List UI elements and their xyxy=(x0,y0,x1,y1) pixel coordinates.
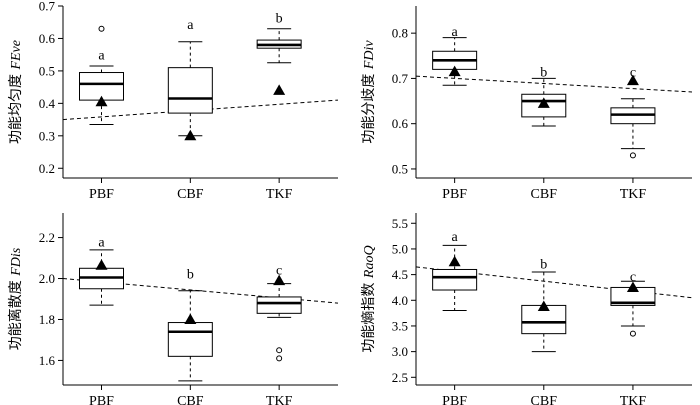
box-CBF: b xyxy=(167,267,213,382)
y-axis-label-cn: 功能熵指数 xyxy=(361,278,377,352)
iqr-box xyxy=(432,268,478,291)
iqr-box xyxy=(167,67,213,114)
y-axis-label: 功能熵指数 RaoQ xyxy=(361,245,377,352)
mean-marker xyxy=(537,97,550,108)
mean-marker xyxy=(626,281,639,292)
box-TKF: c xyxy=(610,66,656,159)
y-tick-label: 5.0 xyxy=(392,241,408,256)
chart-panel-0: 0.2 0.3 0.4 0.5 0.6 0.7 PBF CBF TKF 功能均匀度 FEve a a b xyxy=(8,0,339,202)
y-axis-label-en: RaoQ xyxy=(362,245,377,279)
box-PBF: a xyxy=(79,25,124,125)
mean-marker xyxy=(273,274,286,286)
y-tick-label: 1.8 xyxy=(39,312,55,327)
y-tick-label: 2.0 xyxy=(39,271,55,286)
significance-letter: b xyxy=(276,11,283,26)
mean-marker xyxy=(184,129,197,141)
significance-letter: a xyxy=(98,236,105,251)
x-tick-label: TKF xyxy=(266,394,293,405)
y-tick-label: 0.5 xyxy=(392,161,408,176)
x-tick-label: CBF xyxy=(531,394,558,405)
y-tick-label: 1.6 xyxy=(39,353,56,368)
x-tick-label: TKF xyxy=(266,187,293,202)
x-tick-label: TKF xyxy=(620,187,647,202)
x-tick-label: PBF xyxy=(89,394,114,405)
chart-panel-3: 2.5 3.0 3.5 4.0 4.5 5.0 5.5 PBF CBF TKF 功能熵指数 RaoQ… xyxy=(361,213,693,405)
iqr-box xyxy=(256,296,302,314)
significance-letter: b xyxy=(187,267,194,282)
box-CBF: b xyxy=(521,257,567,353)
y-tick-label: 4.5 xyxy=(392,267,408,282)
significance-letter: b xyxy=(540,66,547,81)
y-axis-label: 功能均匀度 FEve xyxy=(8,40,24,144)
y-tick-label: 0.3 xyxy=(39,128,55,143)
mean-marker xyxy=(273,84,286,95)
y-axis-label-en: FEve xyxy=(9,40,24,71)
significance-letter: a xyxy=(452,25,459,40)
mean-marker xyxy=(184,313,197,324)
mean-marker xyxy=(95,259,108,270)
y-tick-label: 0.6 xyxy=(39,31,56,46)
x-tick-label: PBF xyxy=(442,187,467,202)
y-tick-label: 3.5 xyxy=(392,318,408,333)
x-tick-label: CBF xyxy=(177,187,204,202)
outlier-point xyxy=(276,347,283,354)
x-tick-label: TKF xyxy=(620,394,647,405)
y-tick-label: 0.6 xyxy=(392,116,409,131)
box-PBF: a xyxy=(79,236,124,306)
y-tick-label: 0.7 xyxy=(39,0,56,14)
y-tick-label: 4.0 xyxy=(392,293,408,308)
y-tick-label: 0.4 xyxy=(39,96,56,111)
y-axis-label-cn: 功能离散度 xyxy=(7,276,24,350)
outlier-point xyxy=(629,152,636,159)
y-axis-label: 功能分歧度 FDiv xyxy=(361,40,377,144)
y-tick-label: 2.2 xyxy=(39,230,55,245)
box-PBF: a xyxy=(432,25,478,86)
box-CBF: a xyxy=(167,18,213,141)
chart-panel-1: 0.5 0.6 0.7 0.8 PBF CBF TKF 功能分歧度 FDiv a b c xyxy=(361,6,693,202)
box-PBF: a xyxy=(432,230,478,312)
outlier-point xyxy=(98,25,105,32)
y-axis-label-cn: 功能分歧度 xyxy=(361,69,377,143)
x-tick-label: CBF xyxy=(177,394,204,405)
box-TKF: c xyxy=(256,263,302,362)
trend-line xyxy=(62,99,339,121)
significance-letter: a xyxy=(452,230,459,245)
iqr-box xyxy=(79,72,124,101)
x-tick-label: PBF xyxy=(442,394,467,405)
outlier-point xyxy=(629,330,636,337)
x-tick-label: PBF xyxy=(89,187,114,202)
significance-letter: c xyxy=(276,263,282,278)
significance-letter: c xyxy=(630,270,636,285)
y-tick-label: 0.7 xyxy=(392,71,409,86)
x-tick-label: CBF xyxy=(531,187,558,202)
significance-letter: c xyxy=(630,66,636,81)
mean-marker xyxy=(626,74,639,86)
y-tick-label: 5.5 xyxy=(392,216,408,231)
chart-panel-2: 1.6 1.8 2.0 2.2 PBF CBF TKF 功能离散度 FDis a b c xyxy=(7,213,339,405)
outlier-point xyxy=(276,355,283,362)
significance-letter: b xyxy=(540,257,547,272)
y-tick-label: 3.0 xyxy=(392,344,408,359)
mean-marker xyxy=(448,255,461,267)
box-CBF: b xyxy=(521,66,567,127)
y-tick-label: 2.5 xyxy=(392,370,408,385)
y-axis-label-en: FDis xyxy=(9,247,24,277)
mean-marker xyxy=(448,65,461,77)
iqr-box xyxy=(167,322,213,357)
significance-letter: a xyxy=(98,49,105,64)
box-TKF: c xyxy=(610,270,656,337)
mean-marker xyxy=(537,300,550,311)
mean-marker xyxy=(95,95,108,107)
y-axis-label-en: FDiv xyxy=(362,40,377,71)
y-tick-label: 0.5 xyxy=(39,63,55,78)
significance-letter: a xyxy=(187,18,194,33)
y-tick-label: 0.8 xyxy=(392,26,408,41)
y-axis-label-cn: 功能均匀度 xyxy=(8,70,24,144)
y-axis-label: 功能离散度 FDis xyxy=(7,247,24,350)
y-tick-label: 0.2 xyxy=(39,161,55,176)
box-TKF: b xyxy=(256,11,302,95)
